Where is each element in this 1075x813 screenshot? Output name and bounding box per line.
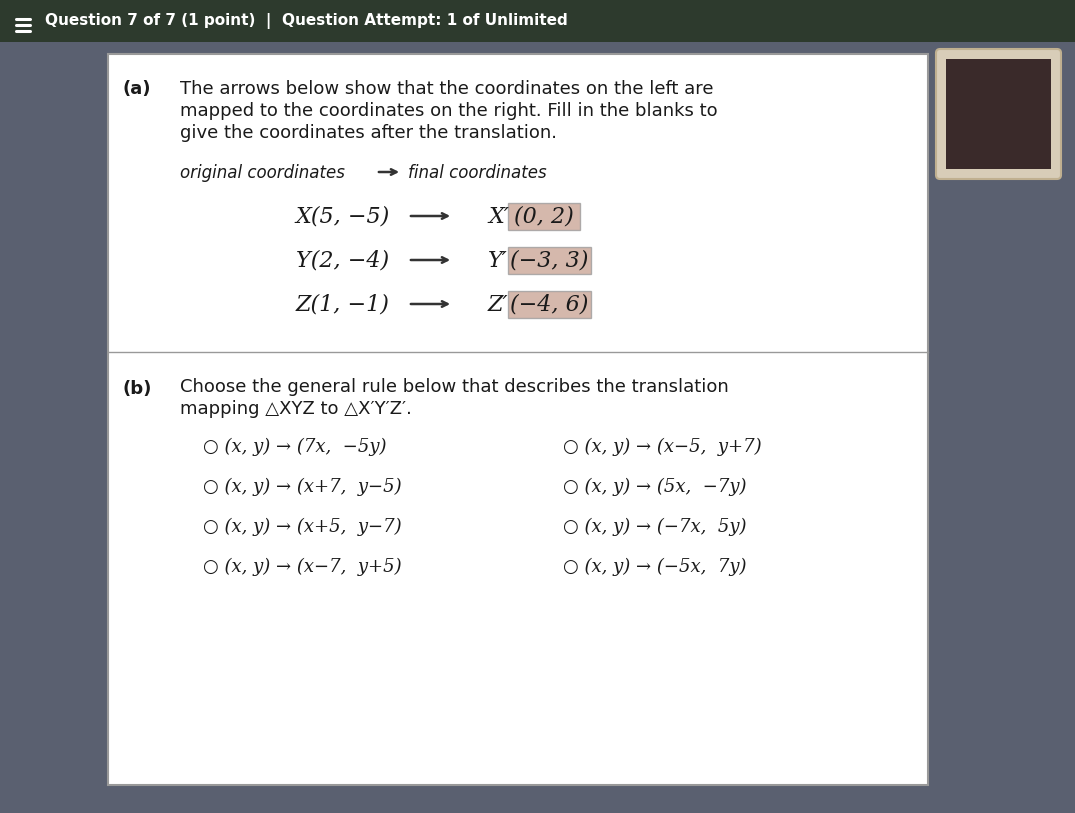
Text: ○ (x, y) → (−5x,  7y): ○ (x, y) → (−5x, 7y) [563,558,746,576]
Text: original coordinates: original coordinates [180,164,345,182]
Text: Z′: Z′ [488,294,508,316]
Text: Y′: Y′ [488,250,507,272]
Text: X′: X′ [488,206,508,228]
Text: mapped to the coordinates on the right. Fill in the blanks to: mapped to the coordinates on the right. … [180,102,718,120]
Text: Choose the general rule below that describes the translation: Choose the general rule below that descr… [180,378,729,396]
Text: give the coordinates after the translation.: give the coordinates after the translati… [180,124,557,142]
Text: ○ (x, y) → (−7x,  5y): ○ (x, y) → (−7x, 5y) [563,518,746,537]
Text: The arrows below show that the coordinates on the left are: The arrows below show that the coordinat… [180,80,714,98]
Text: (−4, 6): (−4, 6) [511,294,589,316]
Text: final coordinates: final coordinates [408,164,546,182]
FancyBboxPatch shape [508,247,591,274]
FancyBboxPatch shape [936,49,1061,179]
Text: ○ (x, y) → (7x,  −5y): ○ (x, y) → (7x, −5y) [203,438,387,456]
Text: ○ (x, y) → (x+5,  y−7): ○ (x, y) → (x+5, y−7) [203,518,402,537]
Text: ○ (x, y) → (5x,  −7y): ○ (x, y) → (5x, −7y) [563,478,746,496]
FancyBboxPatch shape [108,54,928,785]
Text: mapping △XYZ to △X′Y′Z′.: mapping △XYZ to △X′Y′Z′. [180,400,412,418]
Text: Question 7 of 7 (1 point)  |  Question Attempt: 1 of Unlimited: Question 7 of 7 (1 point) | Question Att… [45,13,568,29]
FancyBboxPatch shape [0,0,1075,42]
FancyBboxPatch shape [946,59,1051,169]
FancyBboxPatch shape [508,291,591,318]
Text: ○ (x, y) → (x−5,  y+7): ○ (x, y) → (x−5, y+7) [563,438,761,456]
Text: (−3, 3): (−3, 3) [511,250,589,272]
Text: (b): (b) [121,380,152,398]
Text: Z(1, −1): Z(1, −1) [296,294,390,316]
Text: X(5, −5): X(5, −5) [296,206,390,228]
Text: ○ (x, y) → (x+7,  y−5): ○ (x, y) → (x+7, y−5) [203,478,402,496]
Text: (0, 2): (0, 2) [514,206,574,228]
Text: (a): (a) [121,80,151,98]
Text: ○ (x, y) → (x−7,  y+5): ○ (x, y) → (x−7, y+5) [203,558,402,576]
Text: Y(2, −4): Y(2, −4) [297,250,389,272]
FancyBboxPatch shape [508,203,580,230]
